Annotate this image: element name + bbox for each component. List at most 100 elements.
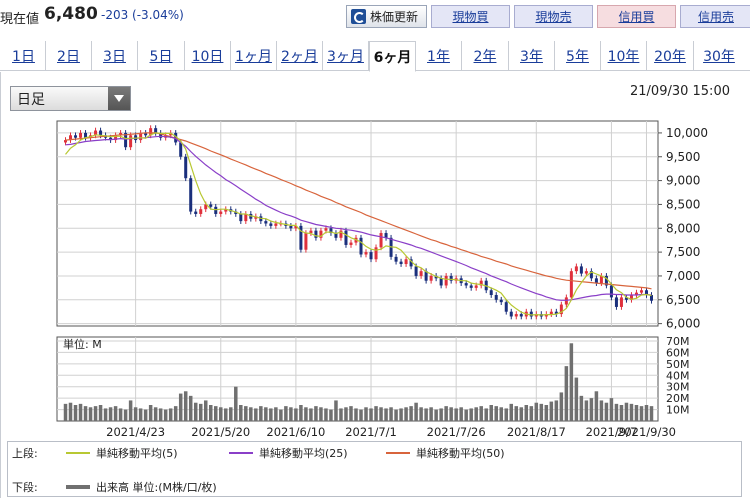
date-tick-label: 2021/7/26 (427, 425, 486, 439)
volume-bar (409, 406, 413, 421)
candle-body (559, 304, 563, 315)
candle-body (349, 242, 353, 245)
volume-bar (158, 408, 163, 421)
legend-volume-swatch (66, 485, 90, 489)
tab-10y[interactable]: 10年 (601, 41, 647, 71)
legend-ma25: 単純移動平均(25) (229, 445, 348, 461)
volume-bar (274, 407, 278, 421)
volume-bar (379, 407, 383, 421)
tab-10d[interactable]: 10日 (185, 41, 231, 71)
candle-body (129, 135, 133, 148)
volume-bar (78, 403, 83, 421)
candle-body (424, 271, 428, 281)
tab-3y[interactable]: 3年 (509, 41, 555, 71)
date-tick-label: 2021/9/7 (586, 425, 638, 439)
candle-body (234, 211, 238, 214)
candle-body (309, 230, 313, 234)
volume-bar (459, 407, 463, 421)
tab-5d[interactable]: 5日 (138, 41, 185, 71)
candle-body (199, 209, 203, 214)
candle-body (94, 130, 98, 136)
volume-bar (208, 405, 213, 421)
candle-body (224, 209, 228, 212)
candle-body (474, 285, 478, 288)
candle-body (269, 223, 273, 226)
volume-bar (193, 402, 198, 421)
candle-body (629, 295, 633, 300)
legend-upper-label: 上段: (12, 447, 38, 460)
candle-body (209, 204, 213, 207)
volume-bar (224, 408, 228, 421)
candle-body (544, 314, 548, 317)
volume-bar (609, 398, 614, 421)
price-change: -203 (-3.04%) (101, 8, 184, 22)
candle-body (514, 314, 518, 317)
refresh-price-button[interactable]: 株価更新 (346, 5, 427, 28)
tab-3m[interactable]: 3ヶ月 (323, 41, 369, 71)
tab-3d[interactable]: 3日 (92, 41, 138, 71)
volume-bar (479, 406, 483, 421)
candle-body (289, 225, 293, 229)
tab-2m[interactable]: 2ヶ月 (277, 41, 323, 71)
volume-bar (624, 402, 629, 421)
candle-body (214, 206, 218, 214)
candle-body (124, 132, 128, 148)
volume-bar (63, 403, 68, 421)
tab-30y[interactable]: 30年 (703, 49, 735, 65)
volume-bar (269, 408, 273, 421)
margin-buy-button[interactable]: 信用買 (597, 5, 676, 28)
candle-body (189, 178, 193, 212)
tab-6m[interactable]: 6ヶ月 (369, 41, 416, 72)
candle-body (144, 132, 148, 136)
candle-body (84, 132, 88, 138)
candle-body (64, 140, 68, 143)
volume-bar (574, 377, 579, 421)
candle-body (404, 259, 408, 265)
candle-body (219, 211, 223, 214)
legend-ma5-swatch (66, 452, 90, 454)
volume-bar (519, 407, 524, 421)
volume-bar (329, 409, 333, 421)
tab-1m[interactable]: 1ヶ月 (231, 41, 277, 71)
candle-body (509, 311, 513, 317)
spot-buy-button[interactable]: 現物買 (431, 5, 510, 28)
volume-bar (98, 405, 103, 421)
date-tick-label: 2021/5/20 (191, 425, 250, 439)
volume-bar (168, 408, 173, 421)
volume-bar (344, 407, 348, 421)
tab-20y[interactable]: 20年 (647, 41, 694, 71)
margin-sell-button[interactable]: 信用売 (680, 5, 750, 28)
candle-body (569, 271, 573, 298)
volume-bar (419, 407, 423, 421)
period-tabs: 1日 2日 3日 5日 10日 1ヶ月 2ヶ月 3ヶ月 6ヶ月 1年 2年 3年… (0, 41, 750, 72)
volume-bar (564, 366, 569, 421)
chart-timestamp: 21/09/30 15:00 (630, 84, 730, 99)
volume-tick-label: 50M (666, 358, 690, 371)
candle-body (619, 297, 623, 307)
legend-ma50: 単純移動平均(50) (386, 445, 505, 461)
tab-5y[interactable]: 5年 (555, 41, 601, 71)
candle-body (154, 128, 158, 133)
spot-sell-button[interactable]: 現物売 (514, 5, 593, 28)
volume-bar (299, 405, 303, 421)
candle-body (644, 290, 648, 296)
price-bar: 現在値 6,480 -203 (-3.04%) 株価更新 現物買 現物売 信用買… (0, 0, 750, 34)
tab-1y[interactable]: 1年 (416, 41, 462, 71)
tab-2y[interactable]: 2年 (462, 41, 509, 71)
volume-bar (319, 407, 323, 421)
candle-body (649, 295, 653, 301)
candle-body (239, 213, 243, 222)
volume-bar (614, 403, 619, 421)
tab-2d[interactable]: 2日 (46, 41, 92, 71)
volume-bar (414, 402, 418, 421)
legend-ma5-label: 単純移動平均(5) (96, 447, 178, 460)
volume-bar (133, 407, 138, 421)
period-select[interactable]: 日足 (10, 86, 131, 111)
volume-bar (469, 408, 473, 421)
volume-bar (259, 406, 263, 421)
tab-1d[interactable]: 1日 (2, 41, 46, 71)
volume-bar (244, 406, 248, 421)
candle-body (399, 261, 403, 265)
volume-bar (178, 393, 183, 421)
volume-bar (294, 408, 298, 421)
